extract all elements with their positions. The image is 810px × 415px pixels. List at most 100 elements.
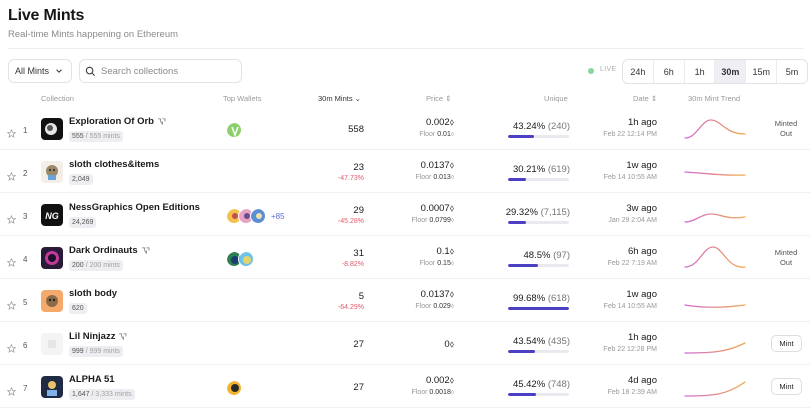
top-wallets <box>226 380 242 396</box>
page-subtitle: Real-time Mints happening on Ethereum <box>8 29 179 40</box>
collection-name-text: sloth body <box>69 288 118 299</box>
eth-icon: ⬨ <box>450 389 454 396</box>
table-row[interactable]: 7 ALPHA 51 1,647/ 3,333 mints 27 0.002⬨ Floor… <box>0 365 810 408</box>
floor-label: Floor <box>415 303 432 310</box>
mints-30m: 23 <box>353 162 364 173</box>
collection-name-text: ALPHA 51 <box>69 374 115 385</box>
collection-thumbnail[interactable] <box>41 118 63 140</box>
col-header-mints[interactable]: 30m Mints ⌄ <box>318 94 361 103</box>
table-row[interactable]: 6 Lil Ninjazz 999/ 999 mints 27 0⬨ 43.54% (43… <box>0 322 810 365</box>
mint-price: 0.1⬨ <box>437 246 455 257</box>
collection-thumbnail[interactable] <box>41 290 63 312</box>
mints-total: / 555 mints <box>85 133 120 140</box>
mint-price: 0.002⬨ <box>426 117 454 128</box>
unique-percent: 45.42% <box>512 379 546 390</box>
collection-name[interactable]: Dark Ordinauts <box>69 245 150 256</box>
mint-button[interactable]: Mint <box>771 335 802 352</box>
mint-price: 0.0137⬨ <box>421 289 454 300</box>
table-row[interactable]: 5 sloth body 620 5 -64.29% 0.0137⬨ Floor 0.029… <box>0 279 810 322</box>
collection-name[interactable]: NessGraphics Open Editions <box>69 202 200 213</box>
mint-price-value: 0 <box>444 339 450 350</box>
favorite-star-icon[interactable] <box>6 211 17 224</box>
eth-icon: ⬨ <box>449 160 454 171</box>
wallet-avatar[interactable] <box>238 251 254 267</box>
favorite-star-icon[interactable] <box>6 340 17 353</box>
unique-count: (7,115) <box>540 207 570 218</box>
mints-change: -64.29% <box>337 304 364 311</box>
mint-button[interactable]: Mint <box>771 378 802 395</box>
mint-filter-dropdown[interactable]: All Mints <box>8 59 72 83</box>
collection-thumbnail[interactable] <box>41 161 63 183</box>
unique-percent: 48.5% <box>523 250 551 261</box>
row-rank: 5 <box>23 298 28 307</box>
collection-name[interactable]: ALPHA 51 <box>69 374 115 385</box>
minted-out-status: Minted Out <box>774 248 798 267</box>
floor-price: Floor 0.0018⬨ <box>412 389 454 397</box>
eth-icon: ⬨ <box>450 174 454 181</box>
mints-count: 200 <box>72 262 84 269</box>
floor-value: 0.013 <box>433 174 451 181</box>
floor-value: 0.15 <box>437 260 451 267</box>
mint-trend-sparkline <box>684 119 746 139</box>
chevron-down-icon <box>56 69 62 73</box>
wallet-avatar[interactable] <box>226 122 242 138</box>
collection-thumbnail[interactable] <box>41 333 63 355</box>
favorite-star-icon[interactable] <box>6 297 17 310</box>
eth-icon: ⬨ <box>450 131 454 138</box>
collection-thumbnail[interactable] <box>41 376 63 398</box>
table-row[interactable]: 2 sloth clothes&items 2,049 23 -47.73% 0.0137… <box>0 150 810 193</box>
wallet-avatar[interactable] <box>226 380 242 396</box>
timeframe-tab-5m[interactable]: 5m <box>785 66 799 77</box>
table-row[interactable]: 3 NG NessGraphics Open Editions 24,269 +85 29… <box>0 193 810 236</box>
timeframe-tab-24h[interactable]: 24h <box>623 60 654 83</box>
unique-bar <box>508 178 569 181</box>
table-row[interactable]: 4 Dark Ordinauts 200/ 200 mints 31 -8.82% 0.1… <box>0 236 810 279</box>
row-divider <box>0 192 810 193</box>
mint-price: 0.0007⬨ <box>421 203 454 214</box>
timeframe-tab-6h[interactable]: 6h <box>654 60 685 83</box>
wallet-avatar[interactable] <box>250 208 266 224</box>
floor-label: Floor <box>411 217 428 224</box>
col-header-price[interactable]: Price ⇕ <box>426 94 452 103</box>
svg-text:NG: NG <box>45 211 59 221</box>
favorite-star-icon[interactable] <box>6 254 17 267</box>
mints-progress-badge: 24,269 <box>69 217 97 228</box>
col-header-date[interactable]: Date ⇕ <box>633 94 658 103</box>
mints-progress-badge: 620 <box>69 303 87 314</box>
mint-date-full: Feb 22 12:14 PM <box>603 131 657 138</box>
favorite-star-icon[interactable] <box>6 125 17 138</box>
table-row[interactable]: 1 Exploration Of Orb 555/ 555 mints 558 0.00… <box>0 107 810 150</box>
mint-date-full: Feb 14 10:55 AM <box>603 303 657 310</box>
mint-price-value: 0.0137 <box>420 289 450 300</box>
collection-name[interactable]: sloth clothes&items <box>69 159 159 170</box>
collection-thumbnail[interactable]: NG <box>41 204 63 226</box>
row-divider <box>0 321 810 322</box>
timeframe-tab-30m[interactable]: 30m <box>715 60 747 83</box>
collection-name[interactable]: sloth body <box>69 288 117 299</box>
eth-icon: ⬨ <box>450 260 454 267</box>
mints-count: 1,647 <box>72 391 90 398</box>
mints-change: -8.82% <box>341 261 364 268</box>
favorite-star-icon[interactable] <box>6 168 17 181</box>
collection-name[interactable]: Lil Ninjazz <box>69 331 127 342</box>
search-icon <box>85 66 95 76</box>
unique-bar <box>508 221 569 224</box>
timeframe-selector: 24h 6h 1h 30m 15m 5m <box>622 59 808 84</box>
timeframe-tab-1h[interactable]: 1h <box>685 60 716 83</box>
mints-30m: 558 <box>348 124 364 135</box>
unique-holders: 30.21% (619) <box>513 164 570 175</box>
collection-thumbnail[interactable] <box>41 247 63 269</box>
wallet-avatar[interactable] <box>226 208 242 224</box>
floor-price: Floor 0.0799⬨ <box>412 217 454 225</box>
search-input[interactable] <box>101 65 231 77</box>
search-box[interactable] <box>79 59 242 83</box>
more-wallets-count[interactable]: +85 <box>271 211 285 221</box>
unique-bar <box>508 264 569 267</box>
collection-name[interactable]: Exploration Of Orb <box>69 116 166 127</box>
timeframe-tab-15m[interactable]: 15m <box>746 60 778 83</box>
row-divider <box>0 278 810 279</box>
mints-30m: 27 <box>353 339 364 350</box>
col-header-trend: 30m Mint Trend <box>688 94 741 103</box>
favorite-star-icon[interactable] <box>6 383 17 396</box>
page-title: Live Mints <box>8 7 85 24</box>
